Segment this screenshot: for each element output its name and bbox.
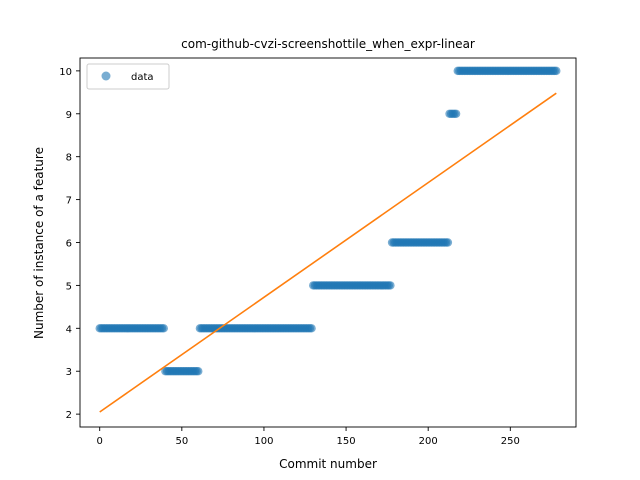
fit-line (99, 92, 557, 413)
legend-label: data (131, 72, 154, 83)
x-tick-label: 150 (337, 436, 356, 447)
axes: 0 50 100 150 200 250 2 3 4 5 6 7 8 9 10 (59, 57, 577, 447)
x-axis-title: Commit number (279, 457, 377, 471)
data-point (552, 66, 561, 76)
data-point (443, 238, 453, 247)
data-point (386, 281, 395, 290)
x-tick-label: 100 (254, 436, 273, 447)
plot-area (95, 66, 561, 413)
x-tick-label: 0 (97, 436, 103, 447)
data-point (307, 324, 316, 333)
y-tick-label: 9 (66, 110, 72, 121)
y-tick-label: 2 (66, 410, 72, 421)
y-tick-label: 8 (66, 153, 72, 164)
data-point (194, 367, 203, 376)
y-tick-label: 7 (66, 196, 72, 207)
x-tick-label: 250 (501, 436, 520, 447)
x-tick-label: 200 (419, 436, 438, 447)
data-point (451, 109, 461, 118)
legend-box (86, 63, 170, 90)
x-tick-label: 50 (175, 436, 188, 447)
y-tick-label: 10 (59, 67, 72, 78)
y-axis-title: Number of instance of a feature (32, 147, 46, 339)
y-tick-label: 6 (66, 239, 72, 250)
y-tick-label: 4 (66, 324, 72, 335)
legend: data (86, 63, 170, 90)
data-point (159, 324, 168, 333)
y-tick-label: 5 (66, 281, 72, 292)
y-tick-label: 3 (66, 367, 72, 378)
chart-title: com-github-cvzi-screenshottile_when_expr… (181, 37, 475, 51)
legend-marker (101, 71, 111, 81)
